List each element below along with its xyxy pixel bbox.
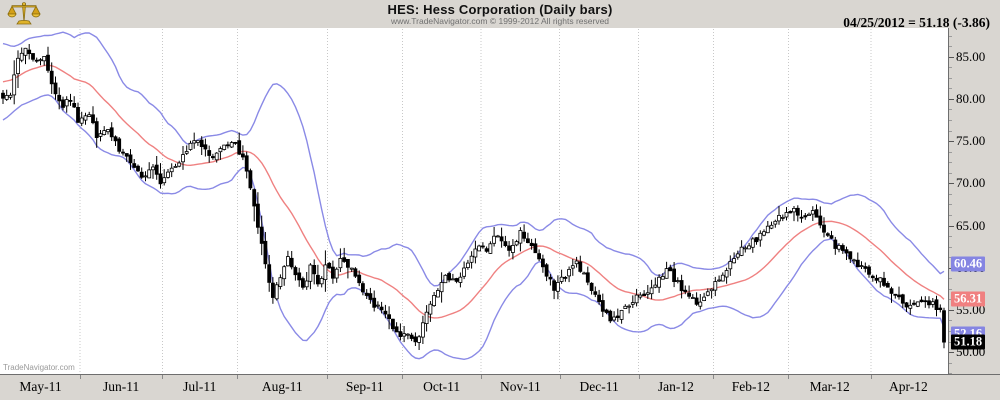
price-axis-tick [949,352,954,354]
price-axis-tick [949,257,952,259]
price-axis-tick [949,278,952,280]
x-axis-month-label: Jun-11 [102,379,140,394]
price-axis-tick [949,299,952,301]
y-axis-tick-label: 85.00 [956,48,986,64]
price-axis-tick [949,193,952,195]
x-axis-month-tick [559,375,561,379]
price-axis-tick [949,183,954,185]
price-axis-tick [949,341,952,343]
x-axis-month-label: Nov-11 [500,379,541,394]
x-axis-month-label: Oct-11 [423,379,461,394]
x-axis-month-tick [713,375,715,379]
price-axis-tick [949,362,952,364]
x-axis-month-tick [638,375,640,379]
price-axis-tick [949,288,952,290]
chart-title: HES: Hess Corporation (Daily bars) [387,2,613,17]
y-axis-tick-label: 65.00 [956,217,986,233]
price-axis-tick [949,246,952,248]
x-axis-month-label: Sep-11 [345,379,384,394]
x-axis-month-tick [870,375,872,379]
price-badge-51.18: 51.18 [951,334,986,350]
y-axis-tick-label: 75.00 [956,133,986,149]
x-axis-month-tick [237,375,239,379]
x-axis-month-label: Feb-12 [731,379,771,394]
x-axis-month-tick [481,375,482,379]
watermark-text: TradeNavigator.com [3,363,75,372]
x-axis-month-tick [327,375,329,379]
last-quote-readout: 04/25/2012 = 51.18 (-3.86) [843,15,990,30]
x-axis-month-label: Mar-12 [809,379,850,394]
price-axis-tick [949,151,952,153]
price-axis-tick [949,309,954,311]
price-axis-tick [949,109,952,111]
price-axis-tick [949,56,954,58]
price-axis-tick [949,46,952,48]
price-axis-tick [949,88,952,90]
price-badge-60.46: 60.46 [951,256,986,272]
price-badge-56.31: 56.31 [951,291,986,307]
candlestick-chart-canvas [1,29,946,373]
x-axis-month-label: Aug-11 [261,379,303,394]
x-axis-month-tick [402,375,404,379]
price-axis-tick [949,77,952,79]
price-chart-plot-area[interactable]: TradeNavigator.com [0,28,948,374]
price-axis-tick [949,331,952,332]
x-axis-month-label: May-11 [19,379,62,394]
y-axis-tick-label: 70.00 [956,175,986,191]
gold-scales-logo-icon [7,2,41,25]
price-axis-tick [949,130,952,132]
price-axis-tick [949,35,952,37]
x-axis-month-tick [79,375,81,379]
y-axis-tick-label: 80.00 [956,90,986,106]
date-axis: May-11 Jun-11 Jul-11 Aug-11 Sep-11 Oct-11 Nov-… [0,374,1000,400]
x-axis-month-label: Apr-12 [889,379,928,394]
price-axis-tick [949,236,952,237]
x-axis-month-label: Dec-11 [579,379,619,394]
price-axis-tick [949,214,952,216]
price-axis-tick [949,320,952,322]
price-axis-tick [949,120,952,121]
price-axis-tick [949,373,952,375]
x-axis-month-label: Jan-12 [657,379,694,394]
price-axis: 85.0080.0075.0070.0065.0060.0055.0050.00… [948,28,1000,375]
price-axis-tick [949,172,952,174]
chart-header: HES: Hess Corporation (Daily bars) www.T… [0,0,1000,28]
x-axis-month-tick [788,375,790,379]
price-axis-tick [949,98,954,100]
price-axis-tick [949,204,952,206]
copyright-text: www.TradeNavigator.com © 1999-2012 All r… [390,16,610,26]
price-axis-tick [949,141,954,143]
price-axis-tick [949,162,952,164]
x-axis-month-tick [162,375,164,379]
price-axis-tick [949,225,954,227]
price-axis-tick [949,67,952,69]
x-axis-month-label: Jul-11 [183,379,217,394]
